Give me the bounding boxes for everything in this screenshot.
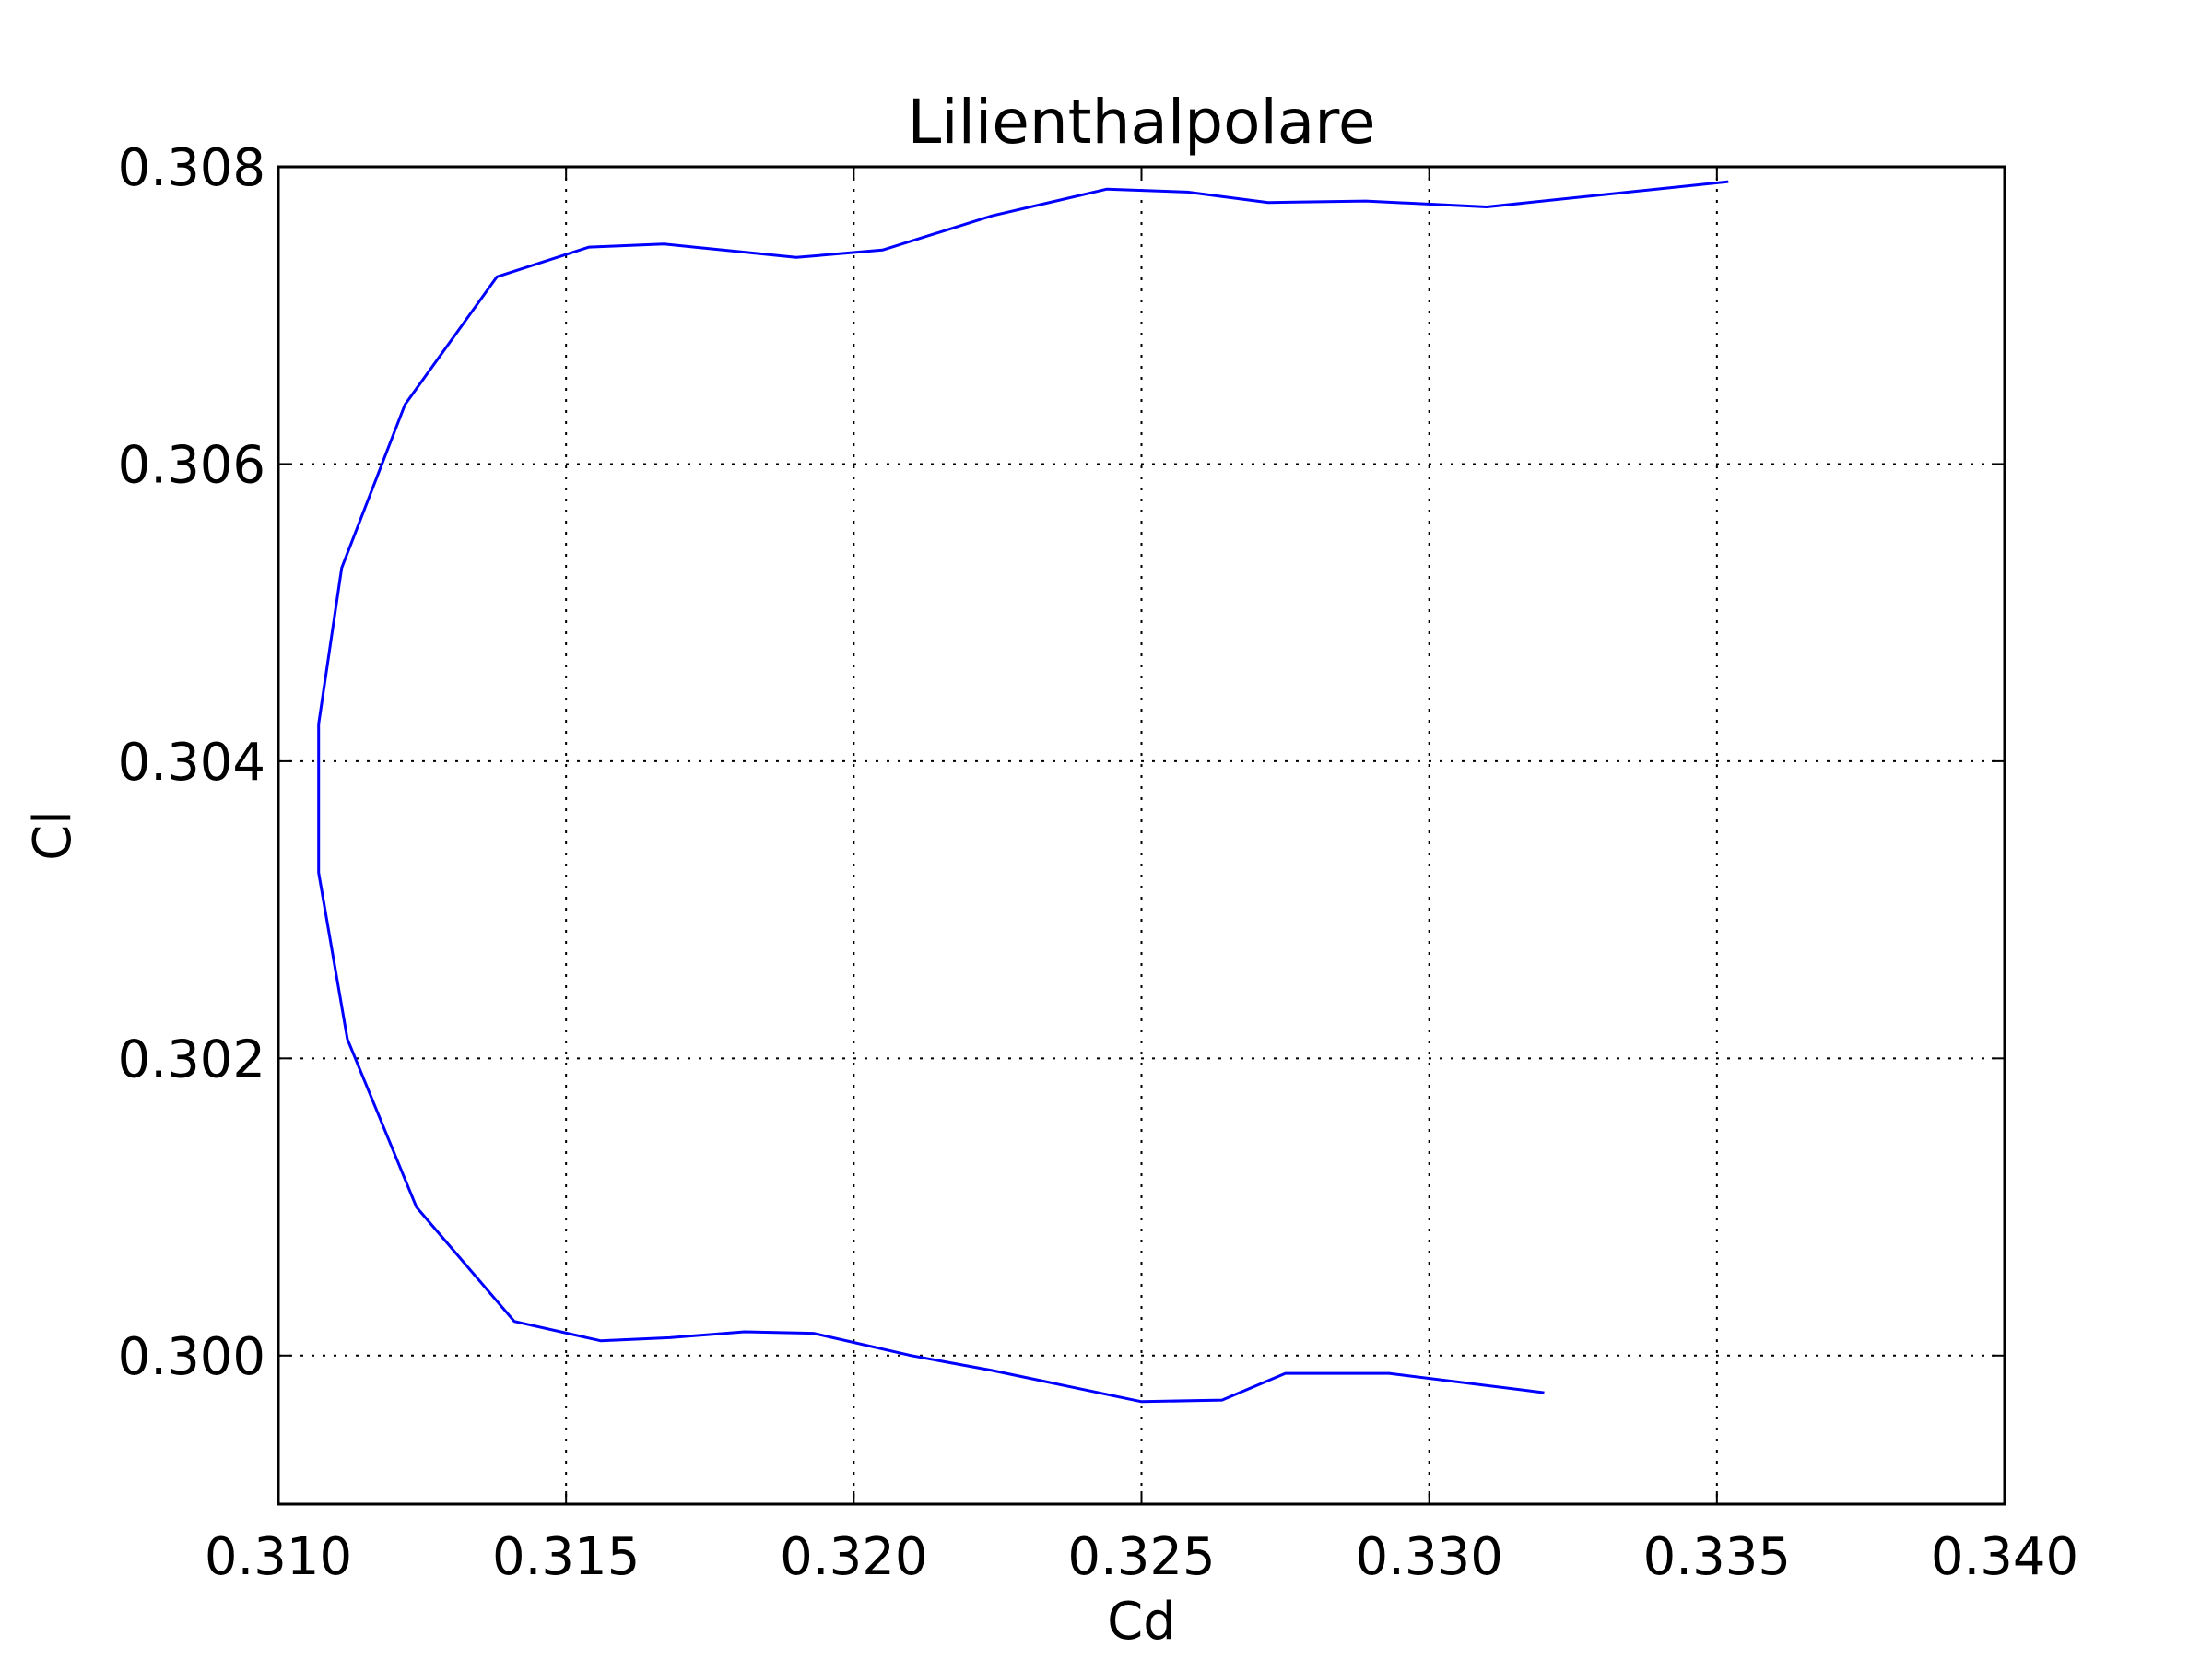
y-axis-title: Cl	[23, 810, 83, 861]
x-axis-title: Cd	[1107, 1592, 1176, 1652]
y-tick-labels: 0.300 0.302 0.304 0.306 0.308	[118, 138, 265, 1387]
tick-marks	[277, 166, 2006, 1504]
y-tick-label: 0.308	[118, 138, 265, 198]
series-group	[317, 180, 1729, 1404]
x-tick-labels: 0.310 0.315 0.320 0.325 0.330 0.335 0.340	[205, 1527, 2078, 1587]
x-tick-label: 0.310	[205, 1527, 352, 1587]
x-tick-label: 0.330	[1356, 1527, 1503, 1587]
y-tick-label: 0.300	[118, 1327, 265, 1387]
y-tick-label: 0.304	[118, 733, 265, 793]
grid-lines	[278, 167, 2005, 1504]
x-tick-label: 0.315	[492, 1527, 640, 1587]
x-tick-label: 0.335	[1643, 1527, 1791, 1587]
x-tick-label: 0.325	[1067, 1527, 1215, 1587]
x-tick-label: 0.320	[780, 1527, 927, 1587]
chart-title: Lilienthalpolare	[907, 87, 1375, 158]
y-tick-label: 0.302	[118, 1030, 265, 1089]
series-line	[317, 180, 1729, 1404]
y-tick-label: 0.306	[118, 435, 265, 495]
x-tick-label: 0.340	[1931, 1527, 2078, 1587]
